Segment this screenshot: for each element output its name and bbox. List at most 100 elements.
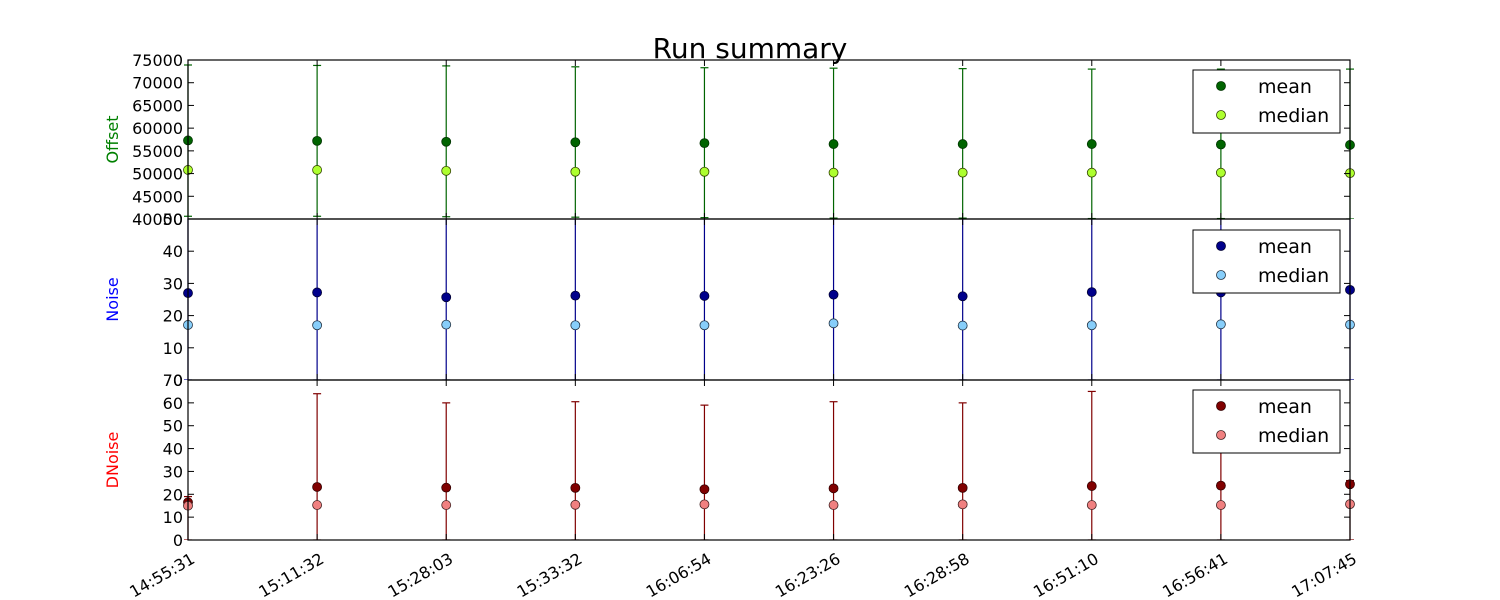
- ytick-label-dnoise-40: 40: [163, 440, 183, 459]
- ytick-label-noise-20: 20: [163, 307, 183, 326]
- point-dnoise-mean-1: [312, 482, 323, 492]
- point-offset-mean-5: [828, 139, 839, 149]
- point-dnoise-mean-5: [828, 483, 839, 494]
- legend-label-dnoise-median: median: [1258, 425, 1329, 447]
- point-dnoise-median-1: [312, 500, 323, 510]
- point-offset-median-7: [1086, 167, 1097, 178]
- point-noise-mean-6: [957, 291, 968, 302]
- panel-dnoise: 0 10 20 30 40 50 60 70 DNoise mean median: [103, 371, 1355, 550]
- legend-label-noise-mean: mean: [1258, 236, 1312, 258]
- axes-frame-noise: [187, 218, 1351, 381]
- legend-label-noise-median: median: [1258, 265, 1329, 287]
- legend-label-offset-median: median: [1258, 105, 1329, 127]
- point-dnoise-median-5: [828, 500, 839, 510]
- point-offset-median-4: [699, 166, 710, 177]
- point-offset-mean-3: [570, 137, 581, 148]
- point-dnoise-median-2: [441, 500, 452, 510]
- point-noise-median-1: [312, 320, 323, 331]
- legend-marker-noise-median: [1216, 270, 1226, 280]
- point-offset-median-5: [828, 167, 839, 178]
- ytick-label-dnoise-70: 70: [163, 371, 183, 390]
- point-dnoise-median-3: [570, 499, 581, 510]
- point-dnoise-mean-6: [957, 482, 968, 493]
- ytick-label-offset-50000: 50000: [132, 165, 183, 184]
- point-dnoise-mean-7: [1086, 481, 1097, 491]
- point-noise-mean-2: [441, 292, 452, 303]
- legend-dnoise: mean median: [1192, 389, 1341, 454]
- point-offset-median-3: [570, 166, 581, 177]
- ytick-label-offset-65000: 65000: [132, 96, 183, 115]
- xtick-label-9: 17:07:45: [1288, 549, 1360, 600]
- legend-box-dnoise: [1192, 389, 1341, 454]
- plot-area-offset: [183, 64, 1355, 219]
- point-dnoise-mean-3: [570, 482, 581, 493]
- legend-marker-noise-mean: [1216, 241, 1226, 251]
- point-noise-median-7: [1086, 320, 1097, 331]
- point-offset-median-6: [957, 167, 968, 178]
- point-offset-mean-4: [699, 138, 710, 149]
- point-noise-mean-7: [1086, 287, 1097, 297]
- point-offset-mean-2: [441, 136, 452, 147]
- point-noise-median-3: [570, 320, 581, 331]
- point-noise-median-8: [1215, 319, 1226, 330]
- point-noise-mean-5: [828, 289, 839, 300]
- point-offset-median-8: [1215, 167, 1226, 178]
- ytick-label-offset-75000: 75000: [132, 51, 183, 70]
- point-offset-mean-8: [1215, 139, 1226, 150]
- plot-area-dnoise: [183, 390, 1355, 540]
- ylabel-offset: Offset: [103, 115, 122, 163]
- point-noise-median-4: [699, 320, 710, 331]
- legend-noise: mean median: [1192, 229, 1341, 294]
- plot-area-noise: [183, 219, 1355, 380]
- ytick-label-noise-50: 50: [163, 210, 183, 229]
- ytick-label-offset-45000: 45000: [132, 187, 183, 206]
- point-offset-median-1: [312, 165, 323, 175]
- point-offset-median-2: [441, 165, 452, 176]
- xtick-label-1: 15:11:32: [255, 549, 327, 600]
- panel-noise: 0 10 20 30 40 50 Noise mean median: [103, 210, 1355, 390]
- ytick-label-dnoise-50: 50: [163, 417, 183, 436]
- legend-marker-offset-mean: [1216, 81, 1226, 91]
- ytick-label-offset-40000: 40000: [132, 210, 183, 229]
- legend-marker-dnoise-median: [1216, 430, 1226, 440]
- legend-box-noise: [1192, 229, 1341, 294]
- xtick-label-4: 16:06:54: [643, 549, 715, 600]
- axes-frame-offset: [187, 59, 1351, 220]
- point-offset-mean-7: [1086, 139, 1097, 149]
- legend-offset: mean median: [1192, 69, 1341, 134]
- point-dnoise-mean-8: [1215, 480, 1226, 491]
- ytick-label-dnoise-60: 60: [163, 394, 183, 413]
- point-dnoise-median-7: [1086, 500, 1097, 510]
- ytick-label-noise-30: 30: [163, 274, 183, 293]
- panel-offset: 40000 45000 50000 55000 60000 65000 70000 75000…: [103, 51, 1355, 229]
- ytick-label-offset-60000: 60000: [132, 119, 183, 138]
- xtick-label-3: 15:33:32: [514, 549, 586, 600]
- xtick-label-0: 14:55:31: [126, 549, 198, 600]
- ylabel-dnoise: DNoise: [103, 432, 122, 489]
- ytick-label-dnoise-10: 10: [163, 508, 183, 527]
- point-dnoise-mean-2: [441, 482, 452, 493]
- legend-marker-dnoise-mean: [1216, 401, 1226, 411]
- ytick-label-offset-55000: 55000: [132, 142, 183, 161]
- ytick-label-noise-0: 0: [173, 371, 183, 390]
- ylabel-noise: Noise: [103, 277, 122, 321]
- xtick-label-7: 16:51:10: [1030, 549, 1102, 600]
- xtick-label-8: 16:56:41: [1159, 549, 1231, 600]
- legend-box-offset: [1192, 69, 1341, 134]
- point-noise-median-2: [441, 319, 452, 330]
- ytick-label-dnoise-0: 0: [173, 531, 183, 550]
- point-offset-mean-1: [312, 135, 323, 146]
- ytick-label-offset-70000: 70000: [132, 74, 183, 93]
- point-noise-median-5: [828, 318, 839, 329]
- point-noise-mean-3: [570, 290, 581, 301]
- point-dnoise-median-8: [1215, 500, 1226, 510]
- xtick-label-5: 16:23:26: [772, 549, 844, 600]
- xtick-label-6: 16:28:58: [901, 549, 973, 600]
- axes-frame-dnoise: [187, 379, 1351, 541]
- point-noise-mean-1: [312, 287, 323, 298]
- legend-label-offset-mean: mean: [1258, 76, 1312, 98]
- legend-marker-offset-median: [1216, 110, 1226, 120]
- point-noise-mean-4: [699, 291, 710, 301]
- ytick-label-noise-40: 40: [163, 242, 183, 261]
